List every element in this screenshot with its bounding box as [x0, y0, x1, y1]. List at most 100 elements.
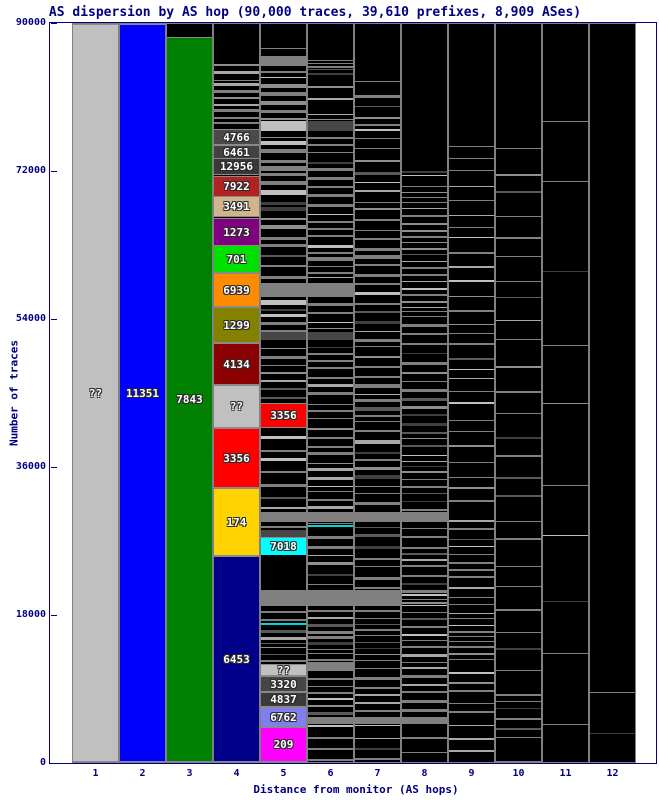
segment-as-12956: 12956: [214, 158, 259, 175]
stripe: [496, 632, 541, 633]
stripe: [402, 634, 447, 636]
stripe: [355, 399, 400, 402]
stripe: [355, 366, 400, 368]
stripe: [308, 69, 353, 70]
stripe: [355, 117, 400, 119]
segment: [308, 662, 353, 671]
stripe: [261, 92, 306, 96]
stripe: [261, 218, 306, 220]
stripe: [261, 380, 306, 382]
stripe: [261, 237, 306, 240]
stripe: [261, 77, 306, 78]
stripe: [590, 692, 635, 693]
stripe: [402, 254, 447, 255]
stripe: [261, 637, 306, 640]
stripe: [402, 547, 447, 549]
stripe: [449, 477, 494, 478]
stripe: [308, 610, 353, 612]
stripe: [308, 659, 353, 661]
stripe: [449, 266, 494, 268]
stripe: [355, 160, 400, 162]
stripe: [355, 527, 400, 528]
stripe: [449, 618, 494, 619]
stripe: [308, 204, 353, 207]
stripe: [496, 538, 541, 540]
stripe: [261, 137, 306, 138]
stripe: [308, 574, 353, 576]
stripe: [543, 403, 588, 404]
stripe: [449, 546, 494, 547]
segment-label: 3356: [270, 409, 297, 422]
stripe: [449, 711, 494, 713]
stripe: [496, 216, 541, 217]
x-tick-label: 6: [327, 768, 334, 779]
segment-label: ??: [276, 663, 291, 677]
y-tick-label: 72000: [15, 165, 46, 176]
stripe: [308, 653, 353, 654]
stripe: [308, 631, 353, 634]
segment-label: 3320: [270, 677, 297, 691]
stripe: [402, 301, 447, 303]
y-tick-label: 0: [39, 757, 46, 768]
stripe: [402, 230, 447, 232]
x-tick-label: 4: [233, 768, 240, 779]
segment: [261, 300, 306, 305]
stripe: [496, 320, 541, 321]
segment: [308, 283, 353, 297]
segment-as-6461: 6461: [214, 145, 259, 159]
stripe: [402, 311, 447, 312]
segment: [261, 283, 306, 297]
y-tick-mark: [51, 615, 57, 616]
stripe: [308, 463, 353, 464]
segment-label: 7018: [270, 540, 297, 553]
stripe: [261, 244, 306, 247]
column-hop-12: [589, 23, 636, 763]
stripe: [402, 486, 447, 488]
column-hop-9: [448, 23, 495, 763]
segment-as-3356: 3356: [261, 403, 306, 428]
stripe: [355, 339, 400, 342]
stripe: [402, 640, 447, 641]
stripe: [402, 406, 447, 409]
segment: [355, 512, 400, 522]
stripe: [355, 356, 400, 358]
stripe: [449, 569, 494, 571]
stripe: [402, 432, 447, 434]
stripe: [308, 392, 353, 395]
stripe: [402, 362, 447, 365]
segment-as-6939: 6939: [214, 273, 259, 307]
stripe: [355, 629, 400, 631]
segment-as-unknownunknown: ??: [261, 664, 306, 676]
stripe: [402, 192, 447, 193]
stripe: [402, 509, 447, 511]
stripe: [261, 330, 306, 332]
stripe: [308, 410, 353, 412]
segment-label: 4837: [270, 693, 297, 706]
stripe: [261, 647, 306, 648]
stripe: [355, 660, 400, 661]
stripe: [308, 303, 353, 306]
stripe: [355, 546, 400, 549]
stripe: [261, 149, 306, 153]
segment-as-3491: 3491: [214, 196, 259, 217]
stripe: [308, 228, 353, 230]
stripe: [261, 450, 306, 452]
segment: [355, 725, 400, 726]
stripe: [449, 636, 494, 637]
segment: [261, 590, 306, 606]
stripe: [308, 737, 353, 739]
segment: [261, 56, 306, 66]
stripe: [355, 677, 400, 680]
stripe: [449, 487, 494, 489]
stripe: [308, 353, 353, 355]
segment: [355, 129, 400, 131]
stripe: [308, 678, 353, 680]
stripe: [402, 575, 447, 577]
stripe: [449, 215, 494, 216]
stripe: [449, 252, 494, 254]
stripe: [355, 415, 400, 417]
stripe: [355, 486, 400, 487]
stripe: [355, 407, 400, 411]
stripe: [496, 521, 541, 522]
x-tick-label: 10: [512, 768, 525, 779]
